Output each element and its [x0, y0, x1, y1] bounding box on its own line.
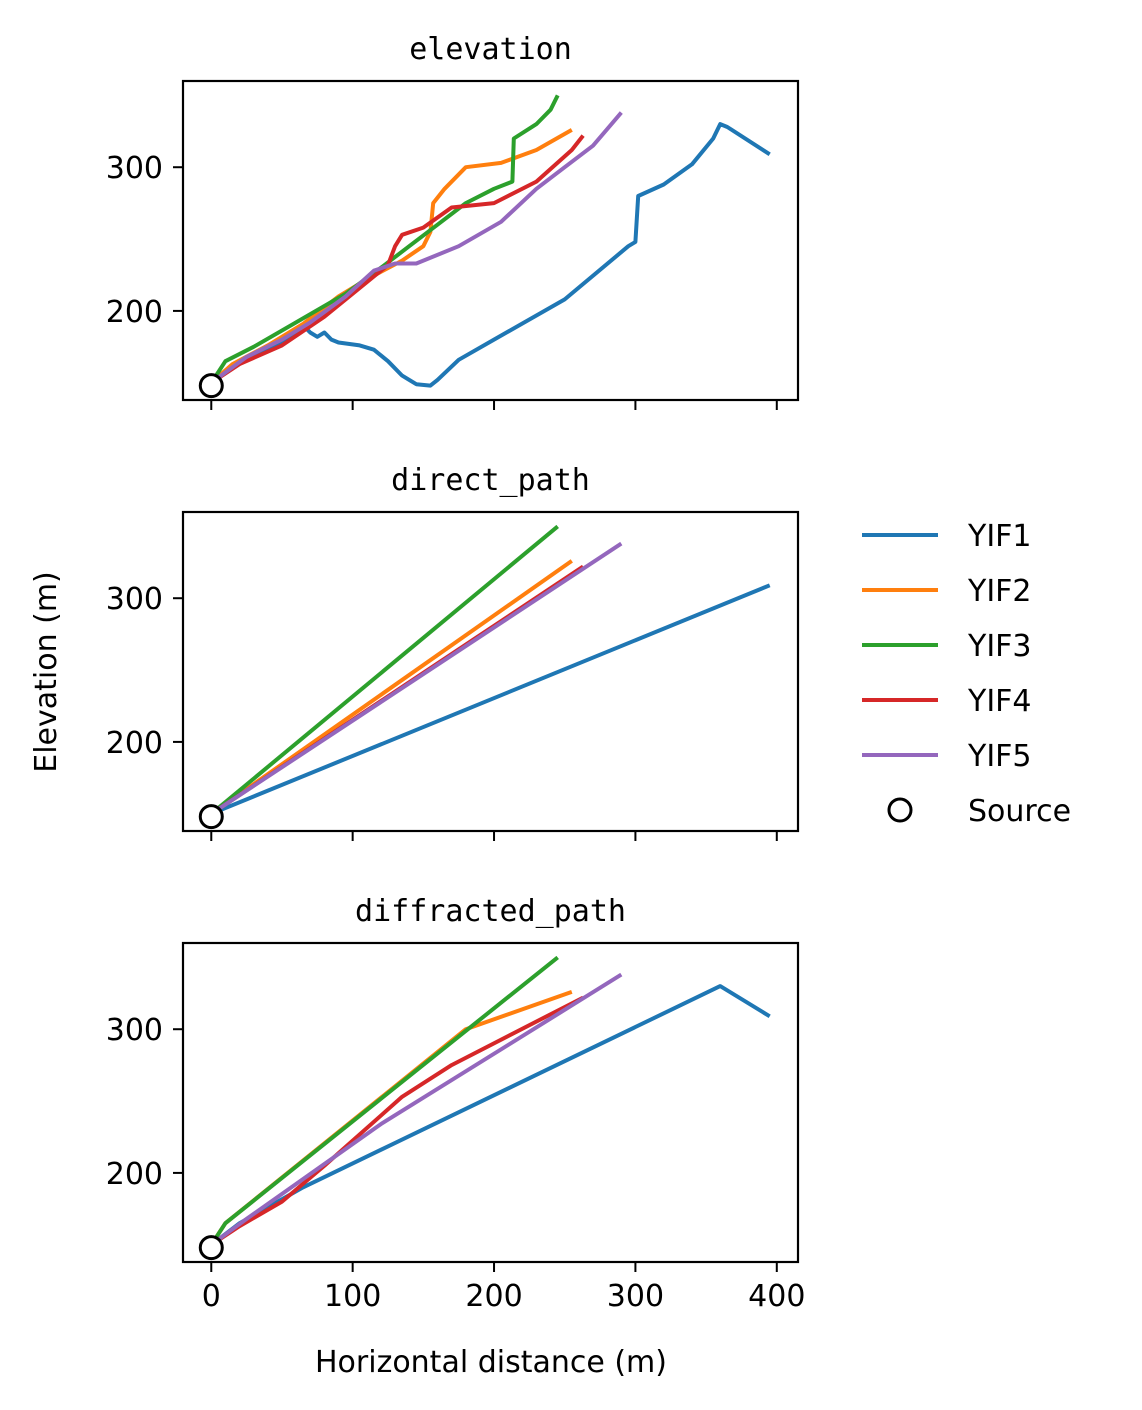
subplots: elevation200300direct_path200300diffract…: [106, 32, 806, 1314]
subplot-title: elevation: [409, 32, 572, 67]
axes-frame: [181, 941, 800, 1264]
series-line-yif5: [210, 111, 623, 385]
source-marker: [198, 373, 224, 399]
axes-frame: [181, 510, 800, 833]
axes-frame: [181, 79, 800, 402]
series-line-yif5: [210, 541, 623, 816]
x-tick-label: 0: [202, 1279, 221, 1314]
y-tick-label: 300: [106, 151, 163, 186]
subplot-direct-path: direct_path 200 300: [106, 463, 800, 841]
source-marker: [198, 804, 224, 830]
series-line-yif1: [210, 583, 771, 816]
series-line-yif4: [210, 134, 585, 385]
series-line-yif2: [209, 128, 573, 385]
legend-entry-yif5: YIF5: [862, 739, 1032, 774]
series-group: [209, 955, 771, 1247]
subplot-title: direct_path: [391, 463, 590, 498]
y-tick-label: 300: [106, 1013, 163, 1048]
x-tick-label: 400: [748, 1279, 805, 1314]
y-tick-label: 200: [106, 295, 163, 330]
x-axis-label: Horizontal distance (m): [315, 1345, 667, 1380]
subplot-diffracted-path: diffracted_path 0 100 200 300 400 200 300: [106, 894, 806, 1314]
x-tick-label: 100: [324, 1279, 381, 1314]
legend-entry-source: Source: [887, 794, 1071, 829]
series-line-yif1: [210, 984, 771, 1247]
y-tick-label: 200: [106, 1157, 163, 1192]
legend-label: YIF1: [967, 519, 1032, 554]
x-tick-label: 200: [465, 1279, 522, 1314]
legend-label: YIF3: [967, 629, 1032, 664]
legend-entry-yif3: YIF3: [862, 629, 1032, 664]
y-tick-label: 300: [106, 582, 163, 617]
x-tick-label: 300: [607, 1279, 664, 1314]
legend-label: YIF5: [967, 739, 1032, 774]
series-line-yif3: [210, 524, 559, 816]
legend-label: YIF2: [967, 574, 1032, 609]
subplot-title: diffracted_path: [355, 894, 626, 929]
series-group: [209, 94, 771, 388]
legend-marker-source: [887, 797, 913, 823]
series-line-yif3: [209, 94, 560, 384]
legend-label: YIF4: [967, 684, 1032, 719]
y-axis-label: Elevation (m): [29, 571, 64, 773]
legend: YIF1 YIF2 YIF3 YIF4 YIF5 Source: [862, 519, 1071, 829]
subplot-elevation: elevation 200 300: [106, 32, 800, 410]
source-marker: [198, 1235, 224, 1261]
y-tick-label: 200: [106, 726, 163, 761]
legend-entry-yif4: YIF4: [862, 684, 1032, 719]
legend-entry-yif1: YIF1: [862, 519, 1032, 554]
series-line-yif5: [210, 972, 623, 1247]
series-group: [210, 524, 771, 816]
series-line-yif3: [209, 955, 559, 1246]
legend-label: Source: [968, 794, 1071, 829]
legend-entry-yif2: YIF2: [862, 574, 1032, 609]
